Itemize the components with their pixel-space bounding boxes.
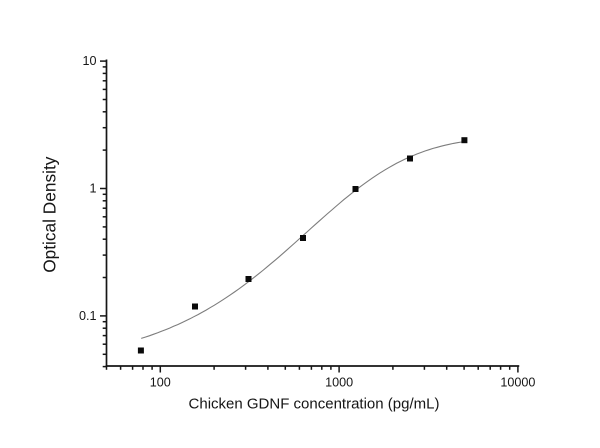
- svg-text:1: 1: [89, 182, 96, 196]
- svg-text:1000: 1000: [325, 376, 353, 390]
- svg-text:100: 100: [150, 376, 171, 390]
- svg-text:10: 10: [82, 54, 96, 68]
- svg-text:Chicken GDNF concentration (pg: Chicken GDNF concentration (pg/mL): [189, 396, 440, 413]
- svg-text:10000: 10000: [500, 376, 535, 390]
- svg-text:0.1: 0.1: [79, 309, 97, 323]
- svg-text:Optical Density: Optical Density: [40, 156, 60, 273]
